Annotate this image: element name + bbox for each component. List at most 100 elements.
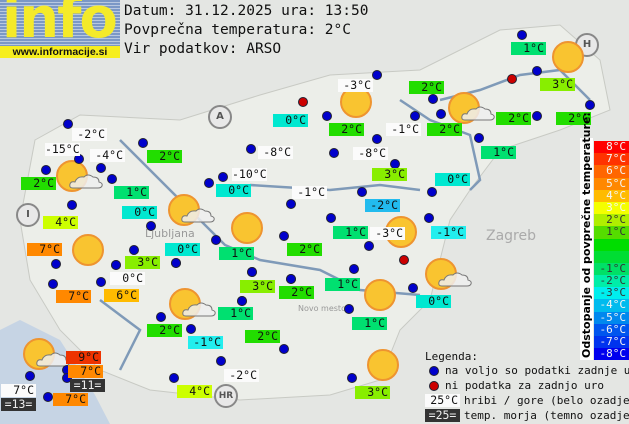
station-dot[interactable]: [237, 296, 247, 306]
station-dot[interactable]: [532, 66, 542, 76]
station-dot[interactable]: [427, 187, 437, 197]
temperature-label: -3°C: [338, 79, 373, 92]
station-dot[interactable]: [25, 371, 35, 381]
station-dot[interactable]: [96, 277, 106, 287]
sun-icon: [231, 212, 263, 244]
station-dot[interactable]: [326, 213, 336, 223]
sea-temperature-label: =11=: [70, 379, 105, 392]
station-no-data-dot[interactable]: [298, 97, 308, 107]
legend-available: na voljo so podatki zadnje ure: [445, 364, 629, 377]
station-dot[interactable]: [347, 373, 357, 383]
temperature-label: 2°C: [329, 123, 364, 136]
station-dot[interactable]: [279, 231, 289, 241]
station-dot[interactable]: [41, 165, 51, 175]
temperature-label: 0°C: [165, 243, 200, 256]
scale-row: -1°C: [594, 262, 629, 276]
logo-text: info: [2, 0, 118, 46]
station-dot[interactable]: [424, 213, 434, 223]
station-dot[interactable]: [107, 174, 117, 184]
temperature-label: 3°C: [372, 168, 407, 181]
website-link[interactable]: www.informacije.si: [0, 46, 120, 58]
station-dot[interactable]: [322, 111, 332, 121]
station-dot[interactable]: [246, 144, 256, 154]
station-dot[interactable]: [329, 148, 339, 158]
station-no-data-dot[interactable]: [507, 74, 517, 84]
date-time: Datum: 31.12.2025 ura: 13:50: [124, 3, 369, 19]
average-temperature: Povprečna temperatura: 2°C: [124, 22, 351, 38]
scale-row: -3°C: [594, 287, 629, 300]
temperature-label: 7°C: [27, 243, 62, 256]
station-dot[interactable]: [247, 267, 257, 277]
station-dot[interactable]: [138, 138, 148, 148]
station-dot[interactable]: [62, 373, 72, 383]
data-source: Vir podatkov: ARSO: [124, 41, 282, 57]
legend-red-dot-icon: [429, 381, 439, 391]
station-dot[interactable]: [344, 304, 354, 314]
scale-row: 2°C: [594, 213, 629, 227]
station-dot[interactable]: [186, 324, 196, 334]
temperature-label: 1°C: [325, 278, 360, 291]
temperature-label: 1°C: [352, 317, 387, 330]
sun-icon: [72, 234, 104, 266]
scale-row: [594, 250, 629, 263]
legend-mountain-text: hribi / gore (belo ozadje): [464, 394, 629, 407]
cloud-icon: [69, 174, 103, 189]
temperature-label: 1°C: [114, 186, 149, 199]
station-dot[interactable]: [428, 94, 438, 104]
temperature-label: 2°C: [427, 123, 462, 136]
temperature-label: 1°C: [218, 307, 253, 320]
station-dot[interactable]: [204, 178, 214, 188]
station-dot[interactable]: [67, 200, 77, 210]
station-dot[interactable]: [146, 221, 156, 231]
temperature-label: -3°C: [370, 227, 405, 240]
legend-mountain-sample: 25°C: [425, 394, 460, 407]
temperature-label: -1°C: [386, 123, 421, 136]
station-dot[interactable]: [171, 258, 181, 268]
station-dot[interactable]: [51, 259, 61, 269]
station-dot[interactable]: [211, 235, 221, 245]
station-no-data-dot[interactable]: [399, 255, 409, 265]
station-dot[interactable]: [129, 245, 139, 255]
station-dot[interactable]: [364, 241, 374, 251]
temperature-label: -15°C: [45, 142, 80, 156]
station-dot[interactable]: [48, 279, 58, 289]
station-dot[interactable]: [279, 344, 289, 354]
station-dot[interactable]: [349, 264, 359, 274]
station-dot[interactable]: [372, 70, 382, 80]
temperature-label: 2°C: [245, 330, 280, 343]
station-dot[interactable]: [218, 172, 228, 182]
temperature-label: 4°C: [43, 216, 78, 229]
station-dot[interactable]: [216, 356, 226, 366]
temperature-label: -1°C: [188, 336, 223, 349]
station-dot[interactable]: [357, 187, 367, 197]
temperature-label: -4°C: [90, 149, 125, 162]
station-dot[interactable]: [156, 312, 166, 322]
station-dot[interactable]: [585, 100, 595, 110]
temperature-label: 7°C: [68, 365, 103, 378]
temperature-label: 2°C: [279, 286, 314, 299]
scale-row: 3°C: [594, 201, 629, 215]
station-dot[interactable]: [111, 260, 121, 270]
temperature-label: 2°C: [556, 112, 591, 125]
temperature-label: 3°C: [125, 256, 160, 269]
station-dot[interactable]: [286, 199, 296, 209]
country-marker-croatia: HR: [214, 384, 238, 408]
station-dot[interactable]: [408, 283, 418, 293]
station-dot[interactable]: [372, 134, 382, 144]
station-dot[interactable]: [474, 133, 484, 143]
station-dot[interactable]: [517, 30, 527, 40]
station-dot[interactable]: [169, 373, 179, 383]
station-dot[interactable]: [96, 163, 106, 173]
temperature-label: -2°C: [72, 128, 107, 141]
legend-sea-sample: =25=: [425, 409, 460, 422]
temperature-label: 7°C: [56, 290, 91, 303]
station-dot[interactable]: [410, 111, 420, 121]
station-dot[interactable]: [532, 111, 542, 121]
legend-blue-dot-icon: [429, 366, 439, 376]
scale-title: Odstopanje od povprečne temperature:: [580, 112, 593, 360]
station-dot[interactable]: [286, 274, 296, 284]
station-dot[interactable]: [43, 392, 53, 402]
station-dot[interactable]: [63, 119, 73, 129]
station-dot[interactable]: [436, 109, 446, 119]
deviation-scale: 8°C 7°C 6°C 5°C 4°C 3°C 2°C 1°C -1°C -2°C -3°C -4°C…: [594, 140, 629, 361]
